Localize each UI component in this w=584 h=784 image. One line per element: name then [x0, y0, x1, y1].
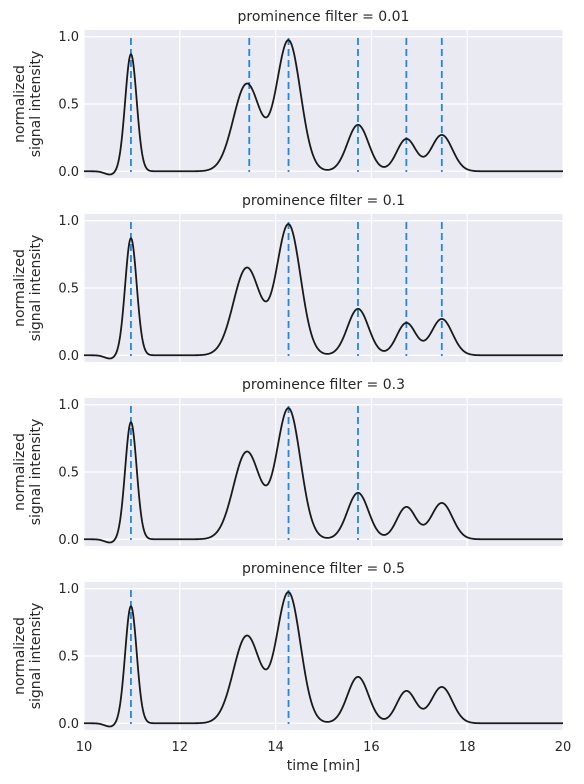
panel-title: prominence filter = 0.1 — [242, 193, 405, 209]
y-tick-label: 0.0 — [58, 717, 79, 732]
y-axis-label-line: signal intensity — [28, 235, 44, 342]
panel-4: prominence filter = 0.5 0.0 0.5 1.0 normaliz… — [12, 561, 571, 774]
panel-2: prominence filter = 0.1 0.0 0.5 1.0 normaliz… — [12, 193, 564, 364]
y-axis-label: normalizedsignal intensity — [12, 419, 44, 526]
y-tick-label: 0.5 — [58, 98, 79, 113]
signal-line — [84, 591, 563, 728]
y-tick-label: 1.0 — [58, 582, 79, 597]
y-axis-label: normalizedsignal intensity — [12, 603, 44, 710]
y-tick-label: 0.5 — [58, 282, 79, 297]
panel-title: prominence filter = 0.01 — [238, 9, 410, 25]
x-tick-label: 10 — [76, 740, 93, 755]
x-tick-label: 14 — [267, 740, 284, 755]
y-axis-label-line: signal intensity — [28, 51, 44, 158]
y-tick-label: 1.0 — [58, 214, 79, 229]
x-tick-label: 12 — [172, 740, 189, 755]
panel-3: prominence filter = 0.3 0.0 0.5 1.0 normaliz… — [12, 377, 564, 548]
y-tick-label: 0.0 — [58, 349, 79, 364]
panel-title: prominence filter = 0.5 — [242, 561, 405, 577]
panel-1: prominence filter = 0.01 0.0 0.5 1.0 normali… — [12, 9, 564, 180]
y-axis-label: normalizedsignal intensity — [12, 235, 44, 342]
signal-line — [84, 223, 563, 360]
x-tick-label: 18 — [459, 740, 476, 755]
y-axis-label-line: normalized — [12, 249, 28, 327]
y-axis-label-line: normalized — [12, 433, 28, 511]
y-axis-label-line: signal intensity — [28, 419, 44, 526]
y-axis-label-line: signal intensity — [28, 603, 44, 710]
x-tick-label: 20 — [555, 740, 572, 755]
x-tick-label: 16 — [363, 740, 380, 755]
y-tick-label: 0.5 — [58, 466, 79, 481]
y-tick-label: 1.0 — [58, 30, 79, 45]
signal-line — [84, 407, 563, 544]
y-tick-label: 0.5 — [58, 650, 79, 665]
y-axis-label-line: normalized — [12, 617, 28, 695]
y-tick-label: 0.0 — [58, 533, 79, 548]
y-tick-label: 1.0 — [58, 398, 79, 413]
signal-line — [84, 39, 563, 176]
y-axis-label-line: normalized — [12, 65, 28, 143]
y-axis-label: normalizedsignal intensity — [12, 51, 44, 158]
x-axis-label: time [min] — [287, 758, 360, 774]
y-tick-label: 0.0 — [58, 165, 79, 180]
panel-title: prominence filter = 0.3 — [242, 377, 405, 393]
